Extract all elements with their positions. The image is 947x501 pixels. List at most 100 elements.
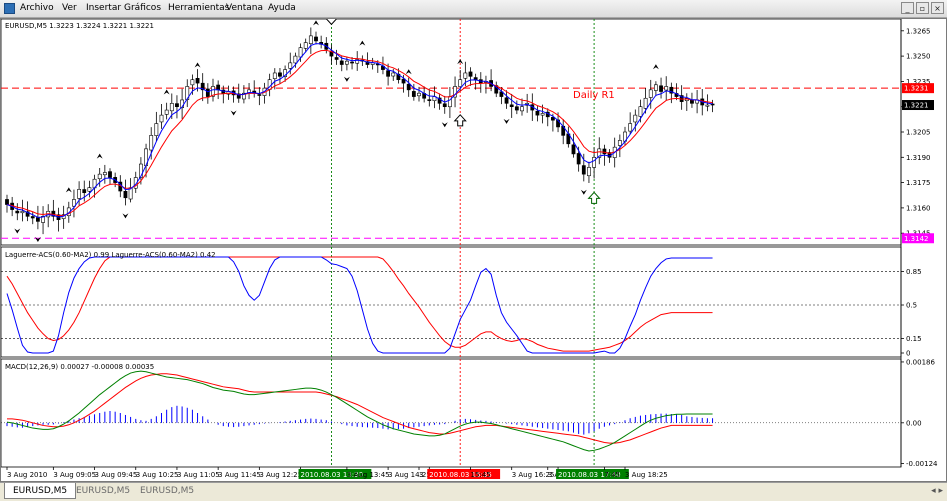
daily-r1-label: Daily R1 [573,90,615,101]
laguerre-tick-label: 0.15 [906,335,922,343]
candle-body [437,97,442,104]
candle-body [520,106,524,112]
candle-body [169,103,174,112]
candle-body [30,216,35,219]
candle-body [587,167,591,177]
candle-body [514,106,519,111]
time-tick-label: 3 Aug 2010 [7,471,47,479]
candle-body [648,89,653,98]
close-button[interactable]: × [931,2,944,14]
menu-item-ver[interactable]: Ver [62,3,77,13]
candle-body [468,71,473,77]
price-label-box [902,83,934,94]
candle-body [236,93,241,99]
fractal-up-marker [652,64,659,70]
candle-body [705,104,710,107]
candle-body [257,94,262,96]
candle-body [298,47,303,58]
candle-body [77,189,82,199]
pane-frame-1 [0,18,902,246]
candle-body [458,79,463,87]
candle-body [411,91,416,97]
menu-item-ayuda[interactable]: Ayuda [268,3,296,13]
ma-red-line [6,49,713,217]
arrow-shape [453,114,467,127]
time-label-highlight: 2010.08.03 17:40 [558,471,620,479]
fractal-up-marker [359,40,366,46]
candle-body [581,165,586,175]
menu-item-graficos[interactable]: Gráficos [124,3,162,13]
candle-body [97,173,102,180]
candle-body [15,210,20,214]
candle-body [314,36,318,42]
candle-body [643,97,648,109]
price-tick-label: 1.3175 [906,179,931,187]
candle-body [617,140,622,146]
time-tick-label: 3 Aug 16:25 [512,471,555,479]
price-tick-label: 1.3205 [906,129,931,137]
price-label-box [902,233,934,244]
fractal-up-marker [313,20,319,26]
candle-body [139,163,143,178]
price-label-text: 1.3142 [904,235,929,243]
candle-body [123,191,128,199]
candle-body [509,104,514,108]
time-tick-label: 3 Aug 11:45 [218,471,261,479]
menu-item-archivo[interactable]: Archivo [20,3,54,13]
candle-body [344,60,349,65]
fractal-up-marker [194,62,201,68]
fractal-up-marker [163,89,170,95]
candle-body [72,199,76,207]
chart-canvas[interactable]: 1.32651.32501.32351.32201.32051.31901.31… [0,12,946,481]
candle-body [417,92,421,97]
tab-eurusd-m5-1[interactable]: EURUSD,M5 [4,483,77,499]
minimize-button[interactable]: _ [901,2,914,14]
menu-item-insertar[interactable]: Insertar [86,3,122,13]
restore-button[interactable]: ▫ [916,2,929,14]
candle-body [25,211,30,217]
candle-body [540,113,545,116]
candle-body [308,35,313,45]
fractal-down-marker [14,228,21,234]
arrow-shape [587,191,601,204]
tab-scroll-arrows[interactable]: ◂ ▸ [931,486,943,496]
candle-body [355,59,360,64]
candle-body [339,60,344,65]
menu-item-herramientas[interactable]: Herramientas [168,3,230,13]
candle-body [20,210,25,214]
fractal-down-marker [34,236,41,242]
chart-area[interactable]: 1.32651.32501.32351.32201.32051.31901.31… [0,12,947,482]
candle-body [278,72,282,77]
candle-body [391,72,396,77]
time-tick-label: 3 Aug 09:45 [95,471,138,479]
candle-body [175,103,179,108]
price-label-text: 1.3231 [904,85,929,93]
candle-body [283,69,288,77]
candle-body [633,114,638,123]
time-tick-label: 3 Aug 14:25 [388,471,431,479]
macd-tick-label: 0.00 [906,419,922,427]
buy-arrow-icon [453,114,467,127]
candle-body [386,70,391,77]
candle-body [602,148,607,155]
tab-eurusd-m5-2[interactable]: EURUSD,M5 [76,486,131,496]
menu-item-ventana[interactable]: Ventana [226,3,263,13]
fractal-down-marker [580,189,587,195]
candle-body [401,78,406,84]
candle-body [669,86,674,94]
candle-body [35,217,40,222]
candle-body [499,91,504,97]
price-chart-title: EURUSD,M5 1.3223 1.3224 1.3221 1.3221 [5,22,154,30]
price-tick-label: 1.3265 [906,27,931,35]
time-tick-label: 15:45 [471,471,491,479]
time-tick-label: 3 Aug 09:05 [53,471,96,479]
price-tick-label: 1.3235 [906,78,931,86]
candle-body [597,148,602,158]
tab-eurusd-m5-3[interactable]: EURUSD,M5 [140,486,195,496]
candle-body [463,72,468,79]
candle-body [288,62,293,69]
ma-blue-line [6,43,713,218]
candle-body [406,83,411,91]
candle-body [659,85,663,92]
candle-body [149,135,154,151]
